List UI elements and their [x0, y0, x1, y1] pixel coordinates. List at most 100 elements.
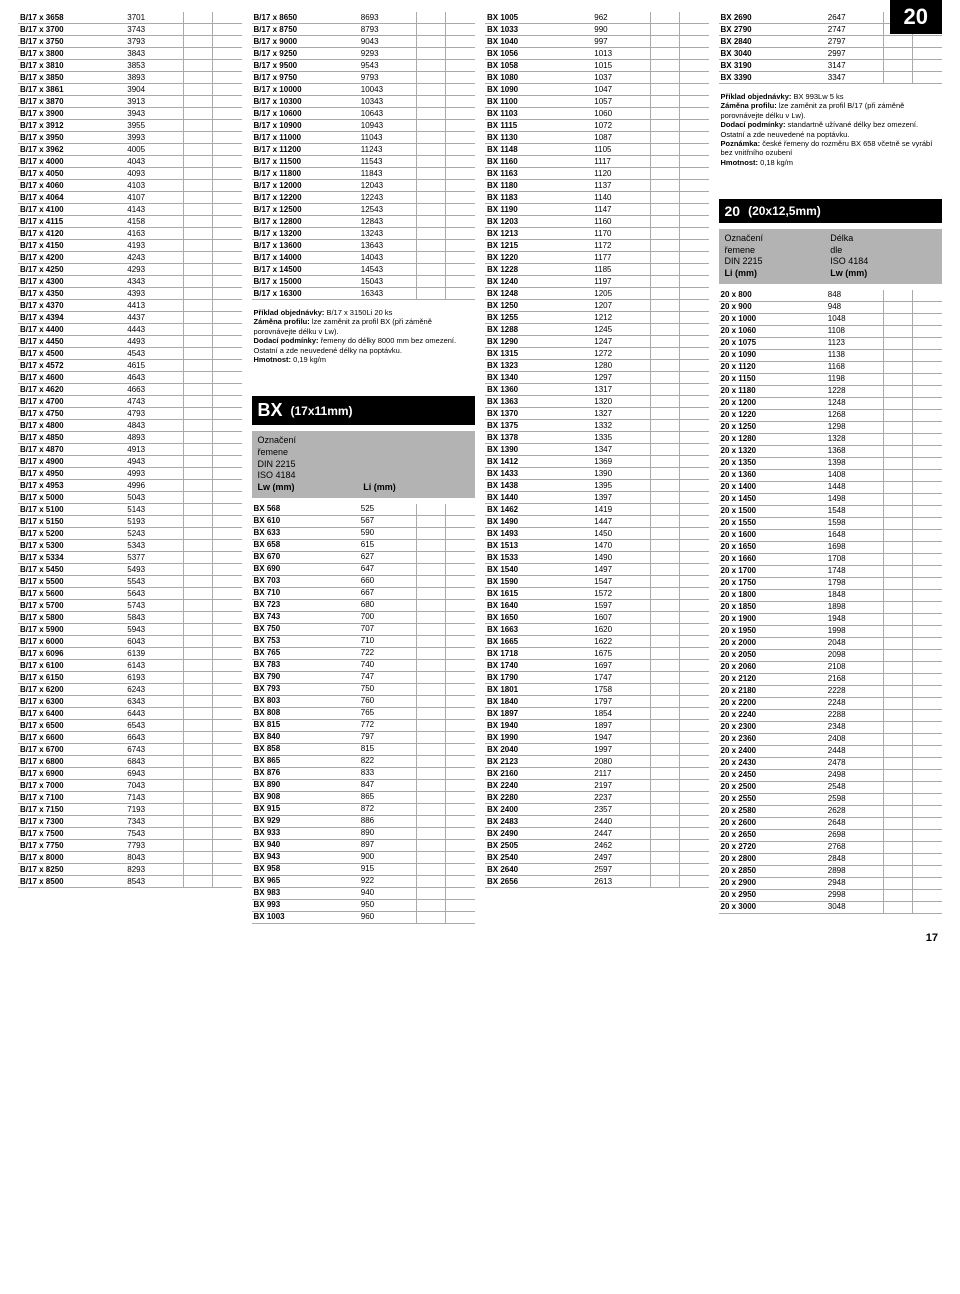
- table-row: 20 x 18001848: [719, 589, 943, 601]
- table-row: B/17 x 46204663: [18, 384, 242, 396]
- table-row: B/17 x 36583701: [18, 12, 242, 24]
- cell-code: BX 1840: [485, 696, 592, 708]
- cell-blank: [650, 288, 679, 300]
- cell-blank: [212, 192, 241, 204]
- cell-blank: [913, 541, 942, 553]
- cell-blank: [417, 899, 446, 911]
- cell-blank: [183, 600, 212, 612]
- cell-value: 7193: [125, 804, 183, 816]
- cell-code: BX 2540: [485, 852, 592, 864]
- cell-blank: [650, 564, 679, 576]
- cell-code: BX 1370: [485, 408, 592, 420]
- cell-value: 1197: [592, 276, 650, 288]
- cell-value: 848: [826, 290, 884, 302]
- cell-value: 667: [359, 587, 417, 599]
- cell-blank: [884, 685, 913, 697]
- cell-blank: [183, 84, 212, 96]
- table-row: B/17 x 52005243: [18, 528, 242, 540]
- table-row: BX 19401897: [485, 720, 709, 732]
- cell-code: B/17 x 5600: [18, 588, 125, 600]
- cell-blank: [650, 360, 679, 372]
- cell-blank: [913, 733, 942, 745]
- cell-blank: [417, 779, 446, 791]
- cell-blank: [183, 408, 212, 420]
- cell-code: B/17 x 3912: [18, 120, 125, 132]
- cell-value: 1419: [592, 504, 650, 516]
- cell-blank: [884, 601, 913, 613]
- cell-value: 833: [359, 767, 417, 779]
- cell-value: 3347: [826, 72, 884, 84]
- cell-value: 6843: [125, 756, 183, 768]
- sub-label: [363, 447, 469, 459]
- cell-blank: [183, 456, 212, 468]
- table-row: BX 15401497: [485, 564, 709, 576]
- cell-blank: [183, 588, 212, 600]
- cell-blank: [913, 72, 942, 84]
- cell-value: 627: [359, 551, 417, 563]
- cell-value: 2548: [826, 781, 884, 793]
- cell-value: 4443: [125, 324, 183, 336]
- cell-code: B/17 x 7750: [18, 840, 125, 852]
- cell-blank: [446, 96, 475, 108]
- cell-blank: [884, 421, 913, 433]
- cell-value: 2448: [826, 745, 884, 757]
- table-row: BX 13781335: [485, 432, 709, 444]
- cell-value: 1648: [826, 529, 884, 541]
- cell-value: 3743: [125, 24, 183, 36]
- cell-code: BX 610: [252, 515, 359, 527]
- table-row: BX 14121369: [485, 456, 709, 468]
- cell-blank: [212, 144, 241, 156]
- cell-code: BX 1315: [485, 348, 592, 360]
- cell-blank: [417, 527, 446, 539]
- cell-value: 960: [359, 911, 417, 923]
- cell-blank: [913, 649, 942, 661]
- cell-value: 6243: [125, 684, 183, 696]
- cell-code: B/17 x 5100: [18, 504, 125, 516]
- cell-blank: [446, 72, 475, 84]
- cell-value: 2498: [826, 769, 884, 781]
- cell-blank: [212, 444, 241, 456]
- table-row: B/17 x 53345377: [18, 552, 242, 564]
- cell-blank: [446, 252, 475, 264]
- cell-code: B/17 x 8000: [18, 852, 125, 864]
- cell-code: 20 x 1650: [719, 541, 826, 553]
- cell-value: 7143: [125, 792, 183, 804]
- cell-blank: [446, 635, 475, 647]
- cell-blank: [212, 516, 241, 528]
- cell-blank: [183, 144, 212, 156]
- table-row: B/17 x 1630016343: [252, 288, 476, 300]
- cell-blank: [650, 732, 679, 744]
- cell-code: BX 1897: [485, 708, 592, 720]
- table-row: B/17 x 40504093: [18, 168, 242, 180]
- cell-blank: [913, 385, 942, 397]
- cell-blank: [679, 792, 708, 804]
- cell-blank: [446, 707, 475, 719]
- cell-blank: [212, 480, 241, 492]
- cell-blank: [679, 504, 708, 516]
- table-row: BX 11601117: [485, 156, 709, 168]
- cell-value: 1369: [592, 456, 650, 468]
- table-row: BX 12151172: [485, 240, 709, 252]
- table-row: B/17 x 41154158: [18, 216, 242, 228]
- cell-value: 4663: [125, 384, 183, 396]
- cell-blank: [650, 876, 679, 888]
- cell-code: BX 2640: [485, 864, 592, 876]
- cell-value: 1047: [592, 84, 650, 96]
- cell-blank: [183, 864, 212, 876]
- cell-blank: [884, 553, 913, 565]
- cell-blank: [212, 504, 241, 516]
- cell-value: 2478: [826, 757, 884, 769]
- cell-blank: [913, 709, 942, 721]
- cell-code: B/17 x 3800: [18, 48, 125, 60]
- cell-blank: [212, 468, 241, 480]
- cell-blank: [884, 517, 913, 529]
- cell-blank: [913, 373, 942, 385]
- table-row: BX 808765: [252, 707, 476, 719]
- cell-value: 2048: [826, 637, 884, 649]
- table-row: B/17 x 64006443: [18, 708, 242, 720]
- cell-value: 2598: [826, 793, 884, 805]
- cell-value: 5343: [125, 540, 183, 552]
- cell-code: BX 876: [252, 767, 359, 779]
- table-row: BX 28402797: [719, 36, 943, 48]
- cell-blank: [446, 767, 475, 779]
